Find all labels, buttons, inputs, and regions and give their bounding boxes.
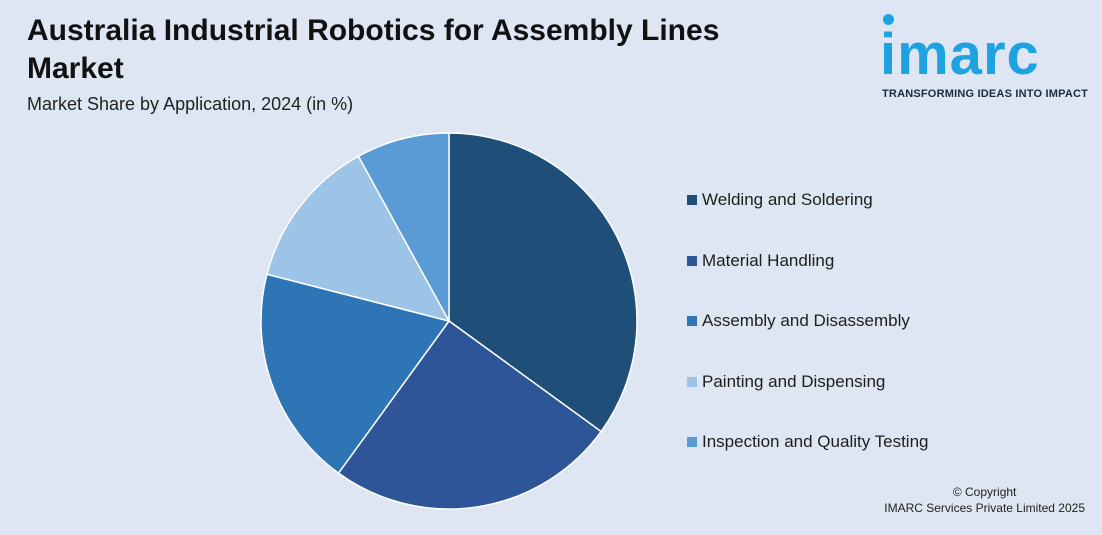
legend-label: Welding and Soldering <box>702 190 873 209</box>
copyright-notice: © Copyright IMARC Services Private Limit… <box>884 484 1085 516</box>
pie-slice-welding-and-soldering <box>448 132 638 433</box>
copyright-line-1: © Copyright <box>952 485 1017 499</box>
pie-slice-material-handling <box>337 319 603 510</box>
chart-title: Australia Industrial Robotics for Assemb… <box>27 14 720 85</box>
pie-slice-inspection-and-quality-testing <box>357 132 450 322</box>
copyright-line-2: IMARC Services Private Limited 2025 <box>884 501 1085 515</box>
chart-subtitle: Market Share by Application, 2024 (in %) <box>27 94 354 114</box>
legend-label: Inspection and Quality Testing <box>702 432 929 451</box>
logo-dot-icon <box>883 14 894 25</box>
legend-swatch <box>687 437 697 447</box>
logo-wordmark: imarc <box>880 22 1040 87</box>
logo-tagline: TRANSFORMING IDEAS INTO IMPACT <box>882 88 1089 100</box>
legend-item: Welding and Soldering <box>687 190 929 210</box>
legend-label: Painting and Dispensing <box>702 371 886 391</box>
legend-label: Material Handling <box>702 250 835 270</box>
legend-swatch <box>687 255 697 266</box>
legend-item: Inspection and Quality Testing <box>687 432 929 452</box>
imarc-logo: imarc TRANSFORMING IDEAS INTO IMPACT <box>880 10 1092 105</box>
legend-item: Assembly and Disassembly <box>687 311 929 331</box>
pie-slice-painting-and-dispensing <box>265 155 451 323</box>
pie-slice-assembly-and-disassembly <box>260 273 451 475</box>
legend-swatch <box>687 316 697 326</box>
legend-swatch <box>687 195 697 205</box>
legend-label: Assembly and Disassembly <box>702 311 910 330</box>
legend-item: Painting and Dispensing <box>687 372 929 392</box>
legend-swatch <box>687 376 697 387</box>
chart-legend: Welding and Soldering Material Handling As… <box>687 190 929 493</box>
legend-item: Material Handling <box>687 251 929 271</box>
